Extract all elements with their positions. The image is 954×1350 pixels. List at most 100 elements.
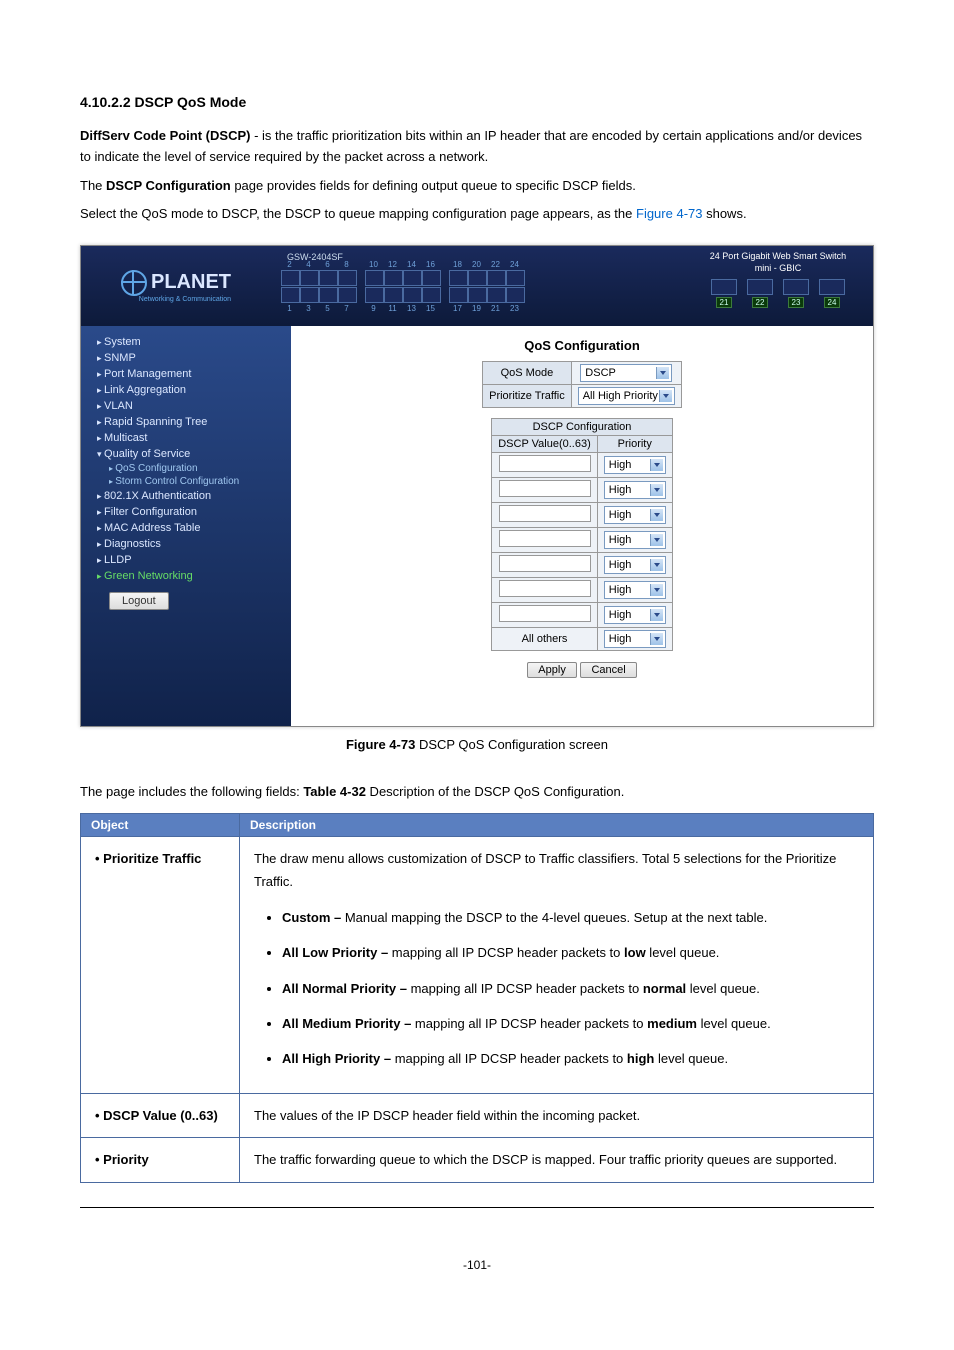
port-pair: 1615: [422, 260, 439, 313]
priority-select[interactable]: High: [604, 630, 666, 648]
qos-mode-select[interactable]: DSCP: [580, 364, 672, 382]
dscp-value-input[interactable]: [499, 455, 591, 472]
dscp-value-input[interactable]: [499, 555, 591, 572]
dscp-value-input[interactable]: [499, 580, 591, 597]
priority-select[interactable]: High: [604, 531, 666, 549]
figure-caption: Figure 4-73 DSCP QoS Configuration scree…: [80, 737, 874, 752]
priority-select[interactable]: High: [604, 581, 666, 599]
dscp-value-input[interactable]: [499, 480, 591, 497]
port-pair: 1817: [449, 260, 466, 313]
port-pair: 2019: [468, 260, 485, 313]
text: page provides fields for defining output…: [231, 178, 636, 193]
object-cell: • Priority: [81, 1138, 240, 1182]
figure-link[interactable]: Figure 4-73: [636, 206, 702, 221]
globe-icon: [121, 270, 147, 296]
sidebar-item-rapid-spanning-tree[interactable]: Rapid Spanning Tree: [91, 414, 281, 430]
description-cell: The traffic forwarding queue to which th…: [240, 1138, 874, 1182]
all-others-label: All others: [492, 628, 598, 651]
header-subtitle: mini - GBIC: [688, 263, 868, 273]
apply-button[interactable]: Apply: [527, 662, 577, 678]
paragraph: The DSCP Configuration page provides fie…: [80, 176, 874, 197]
priority-select[interactable]: High: [604, 606, 666, 624]
sidebar-item-snmp[interactable]: SNMP: [91, 350, 281, 366]
port-pair: 1211: [384, 260, 401, 313]
header-title: 24 Port Gigabit Web Smart Switch: [688, 251, 868, 261]
prioritize-traffic-select[interactable]: All High Priority: [578, 387, 675, 405]
priority-select[interactable]: High: [604, 556, 666, 574]
sidebar-item-filter-configuration[interactable]: Filter Configuration: [91, 504, 281, 520]
logout-button[interactable]: Logout: [109, 592, 169, 610]
brand-label: PLANET: [151, 271, 231, 294]
sidebar-item-multicast[interactable]: Multicast: [91, 430, 281, 446]
port-pair: 87: [338, 260, 355, 313]
panel-title: QoS Configuration: [303, 338, 861, 353]
text: shows.: [702, 206, 746, 221]
qos-mode-label: QoS Mode: [483, 362, 572, 385]
description-table: Object Description • Prioritize TrafficT…: [80, 813, 874, 1183]
section-heading: 4.10.2.2 DSCP QoS Mode: [80, 94, 874, 110]
embedded-screenshot: PLANET Networking & Communication GSW-24…: [80, 245, 874, 727]
sidebar-item-port-management[interactable]: Port Management: [91, 366, 281, 382]
port-pair: 1413: [403, 260, 420, 313]
priority-select[interactable]: High: [604, 456, 666, 474]
text: The page includes the following fields:: [80, 784, 303, 799]
device-header: PLANET Networking & Communication GSW-24…: [81, 246, 873, 326]
sidebar-item-802-1x-authentication[interactable]: 802.1X Authentication: [91, 488, 281, 504]
description-cell: The draw menu allows customization of DS…: [240, 836, 874, 1093]
port-pair: 109: [365, 260, 382, 313]
priority-select[interactable]: High: [604, 506, 666, 524]
figure-number: Figure 4-73: [346, 737, 415, 752]
sidebar-item-storm-control-configuration[interactable]: Storm Control Configuration: [91, 475, 281, 488]
sidebar-item-green-networking[interactable]: Green Networking: [91, 568, 281, 584]
port-pair: 2423: [506, 260, 523, 313]
port-pair: 2221: [487, 260, 504, 313]
paragraph: The page includes the following fields: …: [80, 782, 874, 803]
text: Select the QoS mode to DSCP, the DSCP to…: [80, 206, 636, 221]
gbic-port: 22: [747, 279, 773, 308]
sidebar-item-mac-address-table[interactable]: MAC Address Table: [91, 520, 281, 536]
header-right: 24 Port Gigabit Web Smart Switch mini - …: [683, 246, 873, 326]
paragraph: DiffServ Code Point (DSCP) - is the traf…: [80, 126, 874, 168]
sidebar-item-system[interactable]: System: [91, 334, 281, 350]
dscp-value-input[interactable]: [499, 605, 591, 622]
model-label: GSW-2404SF: [287, 252, 343, 262]
dscp-value-input[interactable]: [499, 530, 591, 547]
port-pair: 43: [300, 260, 317, 313]
object-cell: • Prioritize Traffic: [81, 836, 240, 1093]
dscp-value-input[interactable]: [499, 505, 591, 522]
paragraph: Select the QoS mode to DSCP, the DSCP to…: [80, 204, 874, 225]
figure-caption-text: DSCP QoS Configuration screen: [415, 737, 608, 752]
cancel-button[interactable]: Cancel: [580, 662, 636, 678]
priority-select[interactable]: High: [604, 481, 666, 499]
dscp-config-table: DSCP ConfigurationDSCP Value(0..63)Prior…: [491, 418, 673, 651]
sidebar-item-qos-configuration[interactable]: QoS Configuration: [91, 462, 281, 475]
dscp-config-header: DSCP Configuration: [492, 419, 673, 436]
sidebar-item-diagnostics[interactable]: Diagnostics: [91, 536, 281, 552]
sidebar-item-link-aggregation[interactable]: Link Aggregation: [91, 382, 281, 398]
qos-mode-table: QoS Mode DSCP Prioritize Traffic All Hig…: [482, 361, 682, 408]
gbic-port: 23: [783, 279, 809, 308]
priority-col: Priority: [597, 436, 672, 453]
sidebar-nav: SystemSNMPPort ManagementLink Aggregatio…: [81, 326, 291, 726]
table-ref: Table 4-32: [303, 784, 366, 799]
sidebar-item-lldp[interactable]: LLDP: [91, 552, 281, 568]
dscp-value-col: DSCP Value(0..63): [492, 436, 598, 453]
text-bold: DSCP Configuration: [106, 178, 231, 193]
text: Description of the DSCP QoS Configuratio…: [366, 784, 624, 799]
sidebar-item-quality-of-service[interactable]: Quality of Service: [91, 446, 281, 462]
brand-subtext: Networking & Communication: [121, 296, 231, 303]
sidebar-item-vlan[interactable]: VLAN: [91, 398, 281, 414]
object-cell: • DSCP Value (0..63): [81, 1093, 240, 1137]
logo-area: PLANET Networking & Communication: [81, 246, 271, 326]
prioritize-traffic-label: Prioritize Traffic: [483, 385, 572, 408]
col-header-object: Object: [81, 813, 240, 836]
text: The: [80, 178, 106, 193]
gbic-port: 21: [711, 279, 737, 308]
term-dscp: DiffServ Code Point (DSCP): [80, 128, 250, 143]
page-number: -101-: [0, 1258, 954, 1292]
main-content: QoS Configuration QoS Mode DSCP Prioriti…: [291, 326, 873, 726]
port-indicator-area: GSW-2404SF 21436587 109121114131615 181720…: [271, 246, 683, 326]
col-header-description: Description: [240, 813, 874, 836]
port-pair: 21: [281, 260, 298, 313]
port-pair: 65: [319, 260, 336, 313]
